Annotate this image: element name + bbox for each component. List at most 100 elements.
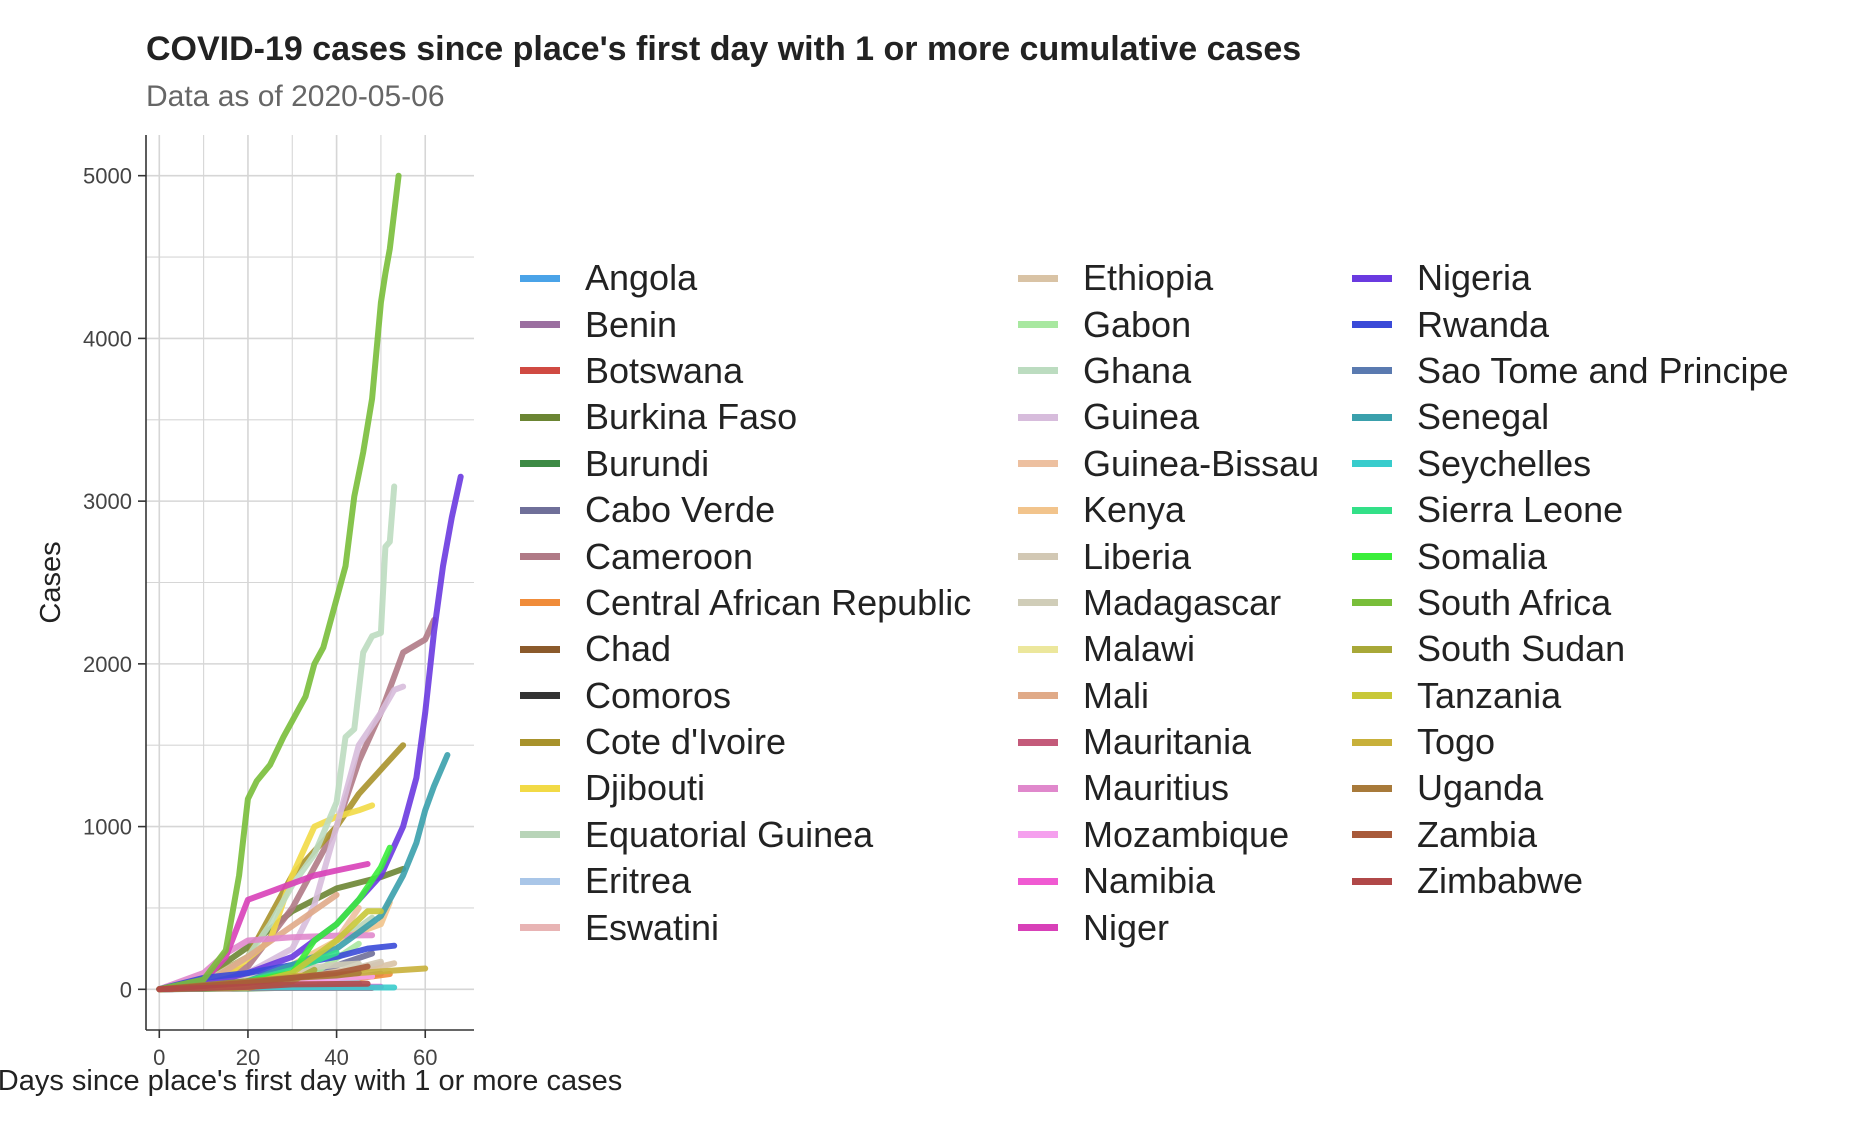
legend-label: Mauritius (1083, 767, 1230, 809)
legend-item: Madagascar (1018, 580, 1319, 626)
legend-swatch (1018, 599, 1058, 607)
legend-label: Rwanda (1417, 303, 1550, 345)
legend-item: Benin (520, 301, 971, 347)
legend-item: Guinea (1018, 394, 1319, 440)
legend-label: Madagascar (1083, 581, 1282, 623)
legend-item: Mauritania (1018, 719, 1319, 765)
legend-item: Tanzania (1352, 673, 1789, 719)
legend-swatch (520, 460, 560, 468)
legend-swatch (1018, 831, 1058, 839)
legend-item: Uganda (1352, 765, 1789, 811)
legend-label: Gabon (1083, 303, 1192, 345)
legend-label: Kenya (1083, 489, 1186, 531)
legend-label: Cabo Verde (585, 489, 776, 531)
legend-label: Benin (585, 303, 678, 345)
legend-swatch (1352, 738, 1392, 746)
chart-title: COVID-19 cases since place's first day w… (146, 30, 1302, 68)
legend-label: Cameroon (585, 535, 754, 577)
series-lines (156, 172, 464, 993)
legend-swatch (1018, 692, 1058, 700)
legend-swatch (520, 413, 560, 421)
legend-label: Zambia (1417, 813, 1538, 855)
legend-swatch (520, 924, 560, 932)
x-tick-label: 60 (413, 1045, 437, 1070)
legend-label: Mauritania (1083, 721, 1252, 763)
legend-label: South Africa (1417, 581, 1612, 623)
legend-label: Mali (1083, 674, 1150, 716)
legend-label: Nigeria (1417, 257, 1532, 299)
legend-label: Ghana (1083, 349, 1192, 391)
legend-swatch (1018, 877, 1058, 885)
legend-label: Djibouti (585, 767, 706, 809)
legend-label: Chad (585, 628, 672, 670)
legend-label: Senegal (1417, 396, 1550, 438)
legend-swatch (520, 321, 560, 329)
legend-label: Sao Tome and Principe (1417, 349, 1789, 391)
legend-item: Ghana (1018, 348, 1319, 394)
legend-label: Tanzania (1417, 674, 1562, 716)
legend-item: Burundi (520, 441, 971, 487)
ticks: 0 20 40 60 0 1000 2000 3000 4000 5000 (83, 164, 437, 1070)
legend-label: Zimbabwe (1417, 860, 1584, 902)
series-line-djibouti (156, 802, 376, 993)
legend-item: Mozambique (1018, 812, 1319, 858)
legend-item: Sierra Leone (1352, 487, 1789, 533)
y-tick-label: 2000 (83, 652, 132, 677)
grid (146, 135, 474, 1030)
legend-label: Guinea-Bissau (1083, 442, 1320, 484)
legend-item: Angola (520, 255, 971, 301)
legend-label: Equatorial Guinea (585, 813, 874, 855)
legend-swatch (520, 877, 560, 885)
legend-swatch (520, 831, 560, 839)
legend-swatch (1018, 924, 1058, 932)
legend-label: Somalia (1417, 535, 1548, 577)
legend-swatch (1352, 599, 1392, 607)
legend-swatch (1018, 321, 1058, 329)
legend-swatch (1018, 274, 1058, 282)
x-tick-label: 0 (153, 1045, 165, 1070)
legend-item: Mali (1018, 673, 1319, 719)
legend-label: Seychelles (1417, 442, 1592, 484)
legend-item: Djibouti (520, 765, 971, 811)
legend-swatch (1352, 877, 1392, 885)
legend-label: Central African Republic (585, 581, 972, 623)
series-line-zimbabwe (156, 980, 371, 993)
legend-label: Angola (585, 257, 698, 299)
legend-item: Somalia (1352, 533, 1789, 579)
legend-item: Niger (1018, 904, 1319, 950)
legend-label: Sierra Leone (1417, 489, 1624, 531)
legend-item: Senegal (1352, 394, 1789, 440)
legend-swatch (1352, 645, 1392, 653)
legend-swatch (1352, 692, 1392, 700)
legend-label: Uganda (1417, 767, 1544, 809)
legend-label: Eritrea (585, 860, 692, 902)
legend-column: Ethiopia Gabon Ghana Guinea Guinea-Bissau Ken… (1018, 255, 1319, 951)
legend-swatch (520, 784, 560, 792)
legend-item: Rwanda (1352, 301, 1789, 347)
legend-label: Burundi (585, 442, 710, 484)
legend-item: Zambia (1352, 812, 1789, 858)
legend-item: South Sudan (1352, 626, 1789, 672)
legend-item: South Africa (1352, 580, 1789, 626)
legend-item: Zimbabwe (1352, 858, 1789, 904)
legend-item: Seychelles (1352, 441, 1789, 487)
legend-label: Namibia (1083, 860, 1216, 902)
legend-item: Botswana (520, 348, 971, 394)
legend-swatch (1018, 460, 1058, 468)
legend-item: Cameroon (520, 533, 971, 579)
legend-item: Gabon (1018, 301, 1319, 347)
legend-item: Ethiopia (1018, 255, 1319, 301)
y-tick-label: 1000 (83, 815, 132, 840)
legend-swatch (1018, 506, 1058, 514)
legend-item: Comoros (520, 673, 971, 719)
legend-swatch (520, 738, 560, 746)
legend-item: Eritrea (520, 858, 971, 904)
x-tick-label: 40 (324, 1045, 348, 1070)
legend-label: Liberia (1083, 535, 1192, 577)
legend-swatch (520, 506, 560, 514)
legend-label: Malawi (1083, 628, 1196, 670)
legend-label: Guinea (1083, 396, 1200, 438)
legend-item: Mauritius (1018, 765, 1319, 811)
legend-swatch (1352, 506, 1392, 514)
